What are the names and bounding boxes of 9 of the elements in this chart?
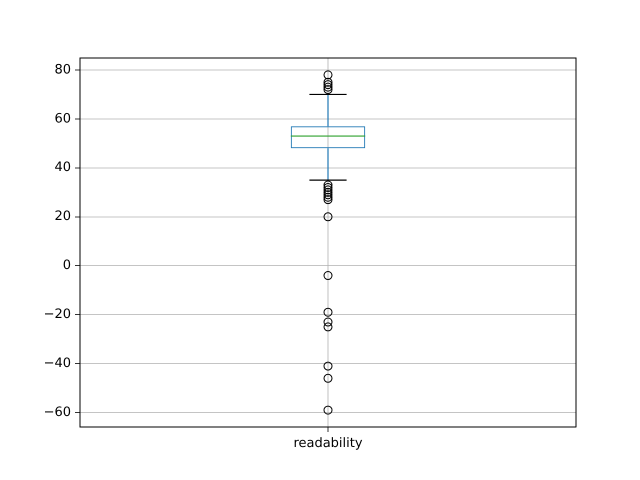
y-tick-label: 80	[54, 62, 71, 78]
y-tick-label: −60	[44, 404, 71, 420]
x-tick-label: readability	[293, 436, 363, 452]
y-tick-label: −20	[44, 307, 71, 322]
y-tick-label: −40	[44, 356, 71, 371]
y-tick-label: 20	[54, 209, 71, 224]
y-tick-label: 0	[62, 258, 71, 274]
y-tick-label: 60	[54, 111, 71, 126]
y-tick-label: 40	[54, 160, 71, 176]
